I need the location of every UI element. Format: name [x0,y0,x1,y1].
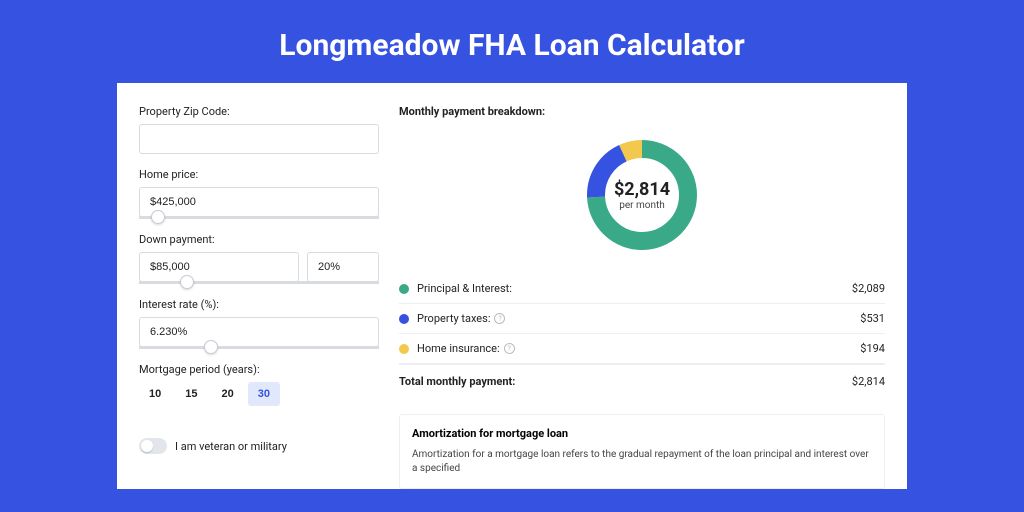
down-payment-input[interactable] [139,252,299,282]
page-title: Longmeadow FHA Loan Calculator [0,0,1024,83]
home-price-label: Home price: [139,168,379,181]
interest-slider-thumb[interactable] [204,340,218,354]
down-payment-slider-thumb[interactable] [180,275,194,289]
home-price-input[interactable] [139,187,379,217]
period-btn-10[interactable]: 10 [139,382,171,406]
row-principal: Principal & Interest: $2,089 [399,274,885,304]
calculator-card: Property Zip Code: Home price: Down paym… [117,83,907,489]
down-payment-slider[interactable] [139,281,379,284]
period-btn-30[interactable]: 30 [248,382,280,406]
row-insurance-label: Home insurance: ? [417,342,860,355]
veteran-label: I am veteran or military [175,440,287,453]
veteran-row: I am veteran or military [139,424,379,454]
row-taxes-value: $531 [860,312,885,325]
down-payment-label: Down payment: [139,233,379,246]
period-label: Mortgage period (years): [139,363,379,376]
donut-chart: $2,814 per month [581,134,703,256]
zip-input[interactable] [139,124,379,154]
row-insurance: Home insurance: ? $194 [399,334,885,364]
breakdown-title: Monthly payment breakdown: [399,105,885,118]
down-payment-block: Down payment: [139,233,379,284]
period-block: Mortgage period (years): 10 15 20 30 [139,363,379,406]
zip-label: Property Zip Code: [139,105,379,118]
row-total-value: $2,814 [852,375,885,388]
row-taxes: Property taxes: ? $531 [399,304,885,334]
donut-chart-wrap: $2,814 per month [399,124,885,274]
veteran-toggle-knob [141,440,153,452]
dot-taxes [399,314,409,324]
amortization-text: Amortization for a mortgage loan refers … [412,448,872,476]
info-icon[interactable]: ? [504,343,515,354]
dot-principal [399,284,409,294]
amortization-title: Amortization for mortgage loan [412,427,872,440]
row-principal-label-text: Principal & Interest: [417,282,512,295]
row-taxes-label-text: Property taxes: [417,312,490,325]
home-price-block: Home price: [139,168,379,219]
row-principal-label: Principal & Interest: [417,282,852,295]
dot-insurance [399,344,409,354]
interest-input[interactable] [139,317,379,347]
row-taxes-label: Property taxes: ? [417,312,860,325]
row-insurance-label-text: Home insurance: [417,342,500,355]
period-btn-20[interactable]: 20 [212,382,244,406]
row-insurance-value: $194 [860,342,885,355]
row-principal-value: $2,089 [852,282,885,295]
donut-amount: $2,814 [614,179,670,200]
donut-sub: per month [614,200,670,211]
breakdown-column: Monthly payment breakdown: $2,814 per mo… [399,105,885,489]
veteran-toggle[interactable] [139,438,167,454]
zip-field-block: Property Zip Code: [139,105,379,154]
interest-slider[interactable] [139,346,379,349]
down-payment-pct-input[interactable] [307,252,379,282]
donut-center: $2,814 per month [614,179,670,211]
form-column: Property Zip Code: Home price: Down paym… [139,105,379,489]
period-btn-15[interactable]: 15 [175,382,207,406]
home-price-slider[interactable] [139,216,379,219]
interest-label: Interest rate (%): [139,298,379,311]
row-total: Total monthly payment: $2,814 [399,364,885,398]
home-price-slider-thumb[interactable] [151,210,165,224]
info-icon[interactable]: ? [494,313,505,324]
row-total-label: Total monthly payment: [399,375,852,388]
period-options: 10 15 20 30 [139,382,379,406]
interest-block: Interest rate (%): [139,298,379,349]
amortization-card: Amortization for mortgage loan Amortizat… [399,414,885,489]
